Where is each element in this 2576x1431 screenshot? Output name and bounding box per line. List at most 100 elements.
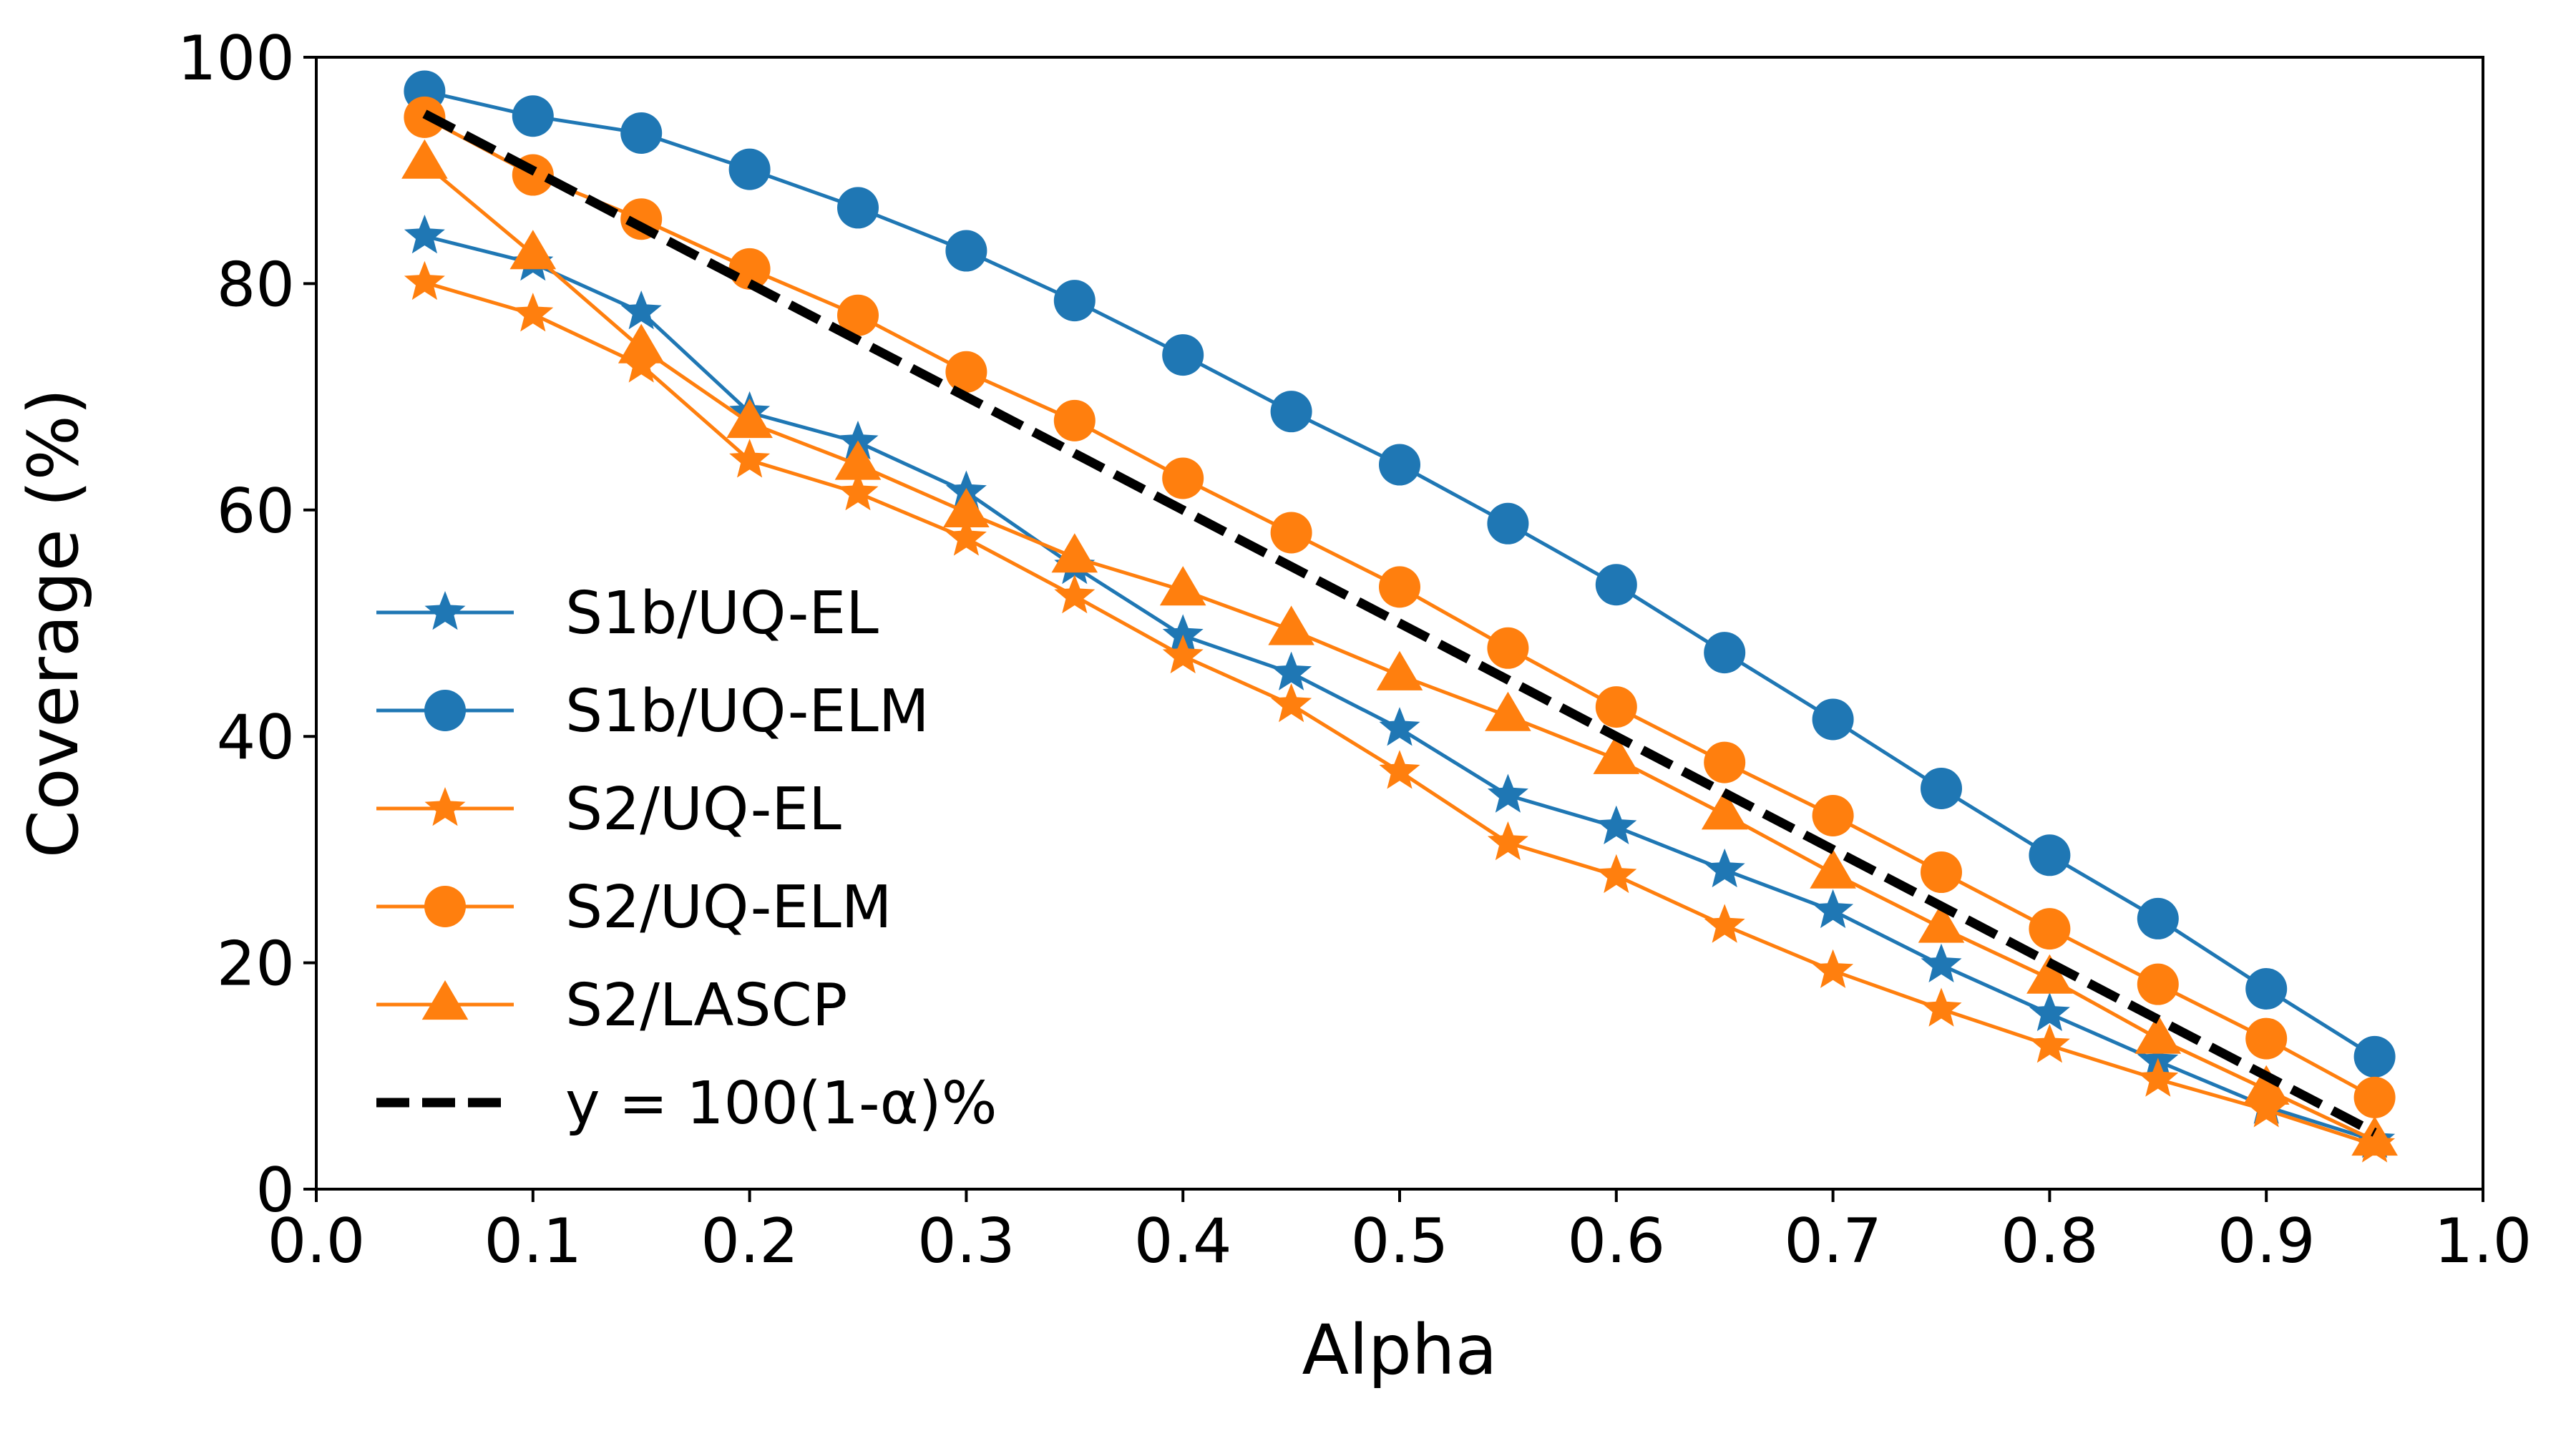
- data-point: [1054, 575, 1096, 614]
- data-point: [1704, 632, 1746, 674]
- legend-item: S2/UQ-EL: [376, 776, 841, 844]
- data-point: [1379, 707, 1420, 746]
- x-tick-label: 0.4: [1134, 1206, 1232, 1277]
- data-point: [2135, 1014, 2182, 1054]
- x-tick-label: 0.3: [917, 1206, 1015, 1277]
- data-point: [1376, 650, 1423, 690]
- data-point: [1379, 444, 1420, 486]
- data-point: [943, 488, 990, 527]
- y-axis-title: Coverage (%): [14, 389, 94, 859]
- data-point: [728, 148, 771, 190]
- y-tick-label: 40: [217, 702, 295, 773]
- axis-layer: 0.0 0.1 0.2 0.3 0.4 0.5 0.6 0.7 0.8 0.9 1.0 0 20 40 60…: [177, 23, 2532, 1277]
- data-point: [2137, 897, 2179, 939]
- y-tick-label: 80: [217, 249, 295, 321]
- data-point: [726, 399, 773, 439]
- data-point: [404, 215, 445, 254]
- data-point: [1487, 502, 1529, 544]
- data-point: [1921, 943, 1962, 982]
- data-point: [1051, 533, 1098, 573]
- data-point: [1595, 686, 1637, 728]
- data-point: [1270, 391, 1312, 433]
- data-point: [1812, 698, 1854, 741]
- data-point: [1813, 949, 1854, 988]
- data-point: [2029, 908, 2071, 950]
- data-point: [729, 439, 771, 478]
- data-point: [1595, 564, 1637, 606]
- data-point: [1918, 903, 1965, 943]
- data-point: [2245, 1088, 2287, 1128]
- data-point: [1379, 566, 1420, 608]
- legend-item: S1b/UQ-ELM: [376, 678, 930, 746]
- data-point: [837, 187, 879, 229]
- data-point: [837, 472, 879, 511]
- series-4: [401, 139, 2398, 1156]
- data-point: [404, 260, 445, 301]
- data-point: [1162, 457, 1204, 499]
- data-point: [2029, 992, 2070, 1032]
- data-point: [2137, 963, 2179, 1005]
- data-point: [2353, 1035, 2396, 1078]
- data-point: [1485, 691, 1531, 731]
- data-point: [1810, 849, 1856, 889]
- data-point: [620, 112, 663, 154]
- data-point: [1593, 734, 1640, 774]
- y-tick-label: 0: [255, 1155, 295, 1226]
- x-tick-label: 0.6: [1567, 1206, 1665, 1277]
- legend-label: S2/UQ-EL: [565, 776, 841, 844]
- data-point: [1162, 634, 1204, 674]
- legend-swatch-marker: [424, 690, 466, 731]
- data-point: [1379, 750, 1420, 789]
- data-point: [2353, 1076, 2396, 1118]
- y-tick-label: 20: [217, 929, 295, 1000]
- data-point: [1268, 605, 1314, 645]
- y-tick-label: 60: [217, 476, 295, 547]
- data-point: [1812, 794, 1854, 836]
- data-point: [2243, 1065, 2290, 1105]
- y-tick-label: 100: [177, 23, 295, 94]
- data-point: [401, 139, 448, 179]
- data-point: [1704, 904, 1745, 943]
- series-5: [422, 109, 2377, 1137]
- legend: S1b/UQ-EL S1b/UQ-ELM S2/UQ-EL S2/UQ-ELM S2/L…: [376, 580, 997, 1138]
- data-point: [1813, 889, 1854, 929]
- data-point: [728, 248, 771, 290]
- data-point: [1704, 848, 1745, 888]
- data-point: [834, 440, 882, 480]
- data-point: [1487, 821, 1528, 861]
- legend-label: S2/UQ-ELM: [565, 874, 892, 942]
- data-point: [1701, 790, 1748, 830]
- x-tick-label: 0.9: [2218, 1206, 2316, 1277]
- x-tick-label: 0.5: [1351, 1206, 1449, 1277]
- series-layer: [401, 70, 2398, 1163]
- data-point: [1921, 851, 1962, 894]
- legend-label: S1b/UQ-EL: [565, 580, 879, 648]
- x-tick-label: 0.1: [484, 1206, 582, 1277]
- data-point: [509, 230, 557, 270]
- data-point: [945, 351, 987, 393]
- data-point: [1162, 614, 1204, 653]
- data-point: [1487, 773, 1528, 813]
- data-point: [1270, 512, 1312, 554]
- data-point: [1596, 805, 1637, 844]
- legend-label: y = 100(1-α)%: [565, 1070, 997, 1138]
- data-point: [2137, 1058, 2179, 1097]
- x-tick-label: 0.8: [2001, 1206, 2099, 1277]
- legend-swatch-marker: [424, 787, 466, 826]
- data-point: [1271, 683, 1312, 723]
- data-point: [945, 230, 987, 272]
- data-point: [1487, 627, 1529, 669]
- data-point: [1271, 651, 1312, 690]
- legend-label: S2/LASCP: [565, 972, 847, 1040]
- data-point: [1921, 767, 1962, 809]
- legend-item: S2/LASCP: [376, 972, 847, 1040]
- data-point: [620, 290, 662, 330]
- series-line: [422, 109, 2377, 1137]
- data-point: [1159, 566, 1206, 606]
- legend-item: S2/UQ-ELM: [376, 874, 892, 942]
- legend-label: S1b/UQ-ELM: [565, 678, 930, 746]
- data-point: [618, 323, 665, 363]
- legend-item: y = 100(1-α)%: [376, 1070, 997, 1138]
- data-point: [945, 517, 987, 556]
